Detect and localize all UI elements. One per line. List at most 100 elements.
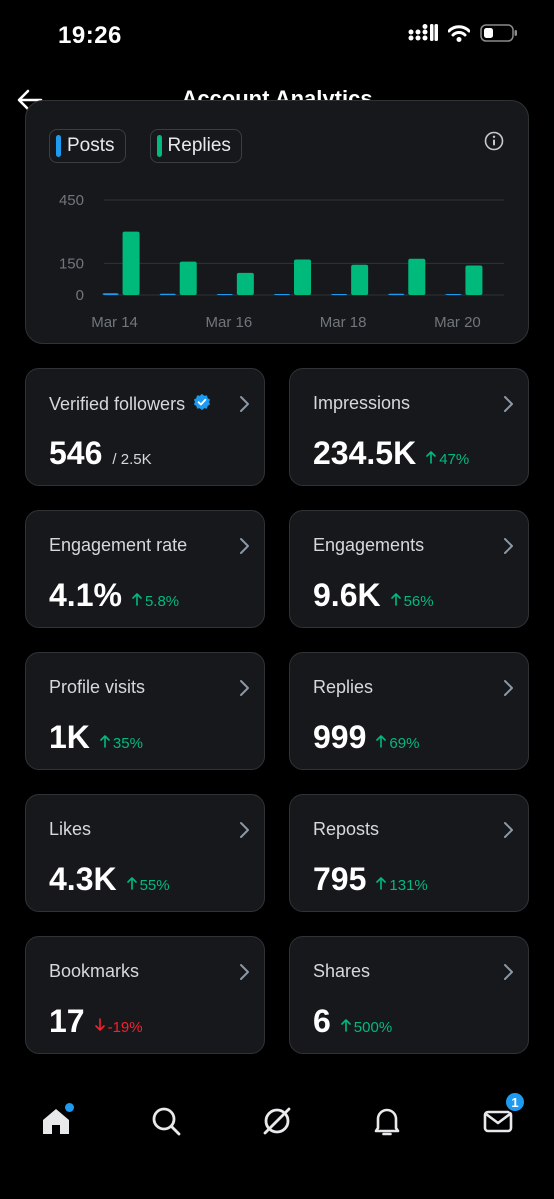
replies-bar bbox=[351, 264, 369, 295]
stat-value-row: 6 500% bbox=[313, 1003, 392, 1040]
stat-delta-text: 47% bbox=[439, 450, 470, 468]
stat-card[interactable]: Likes 4.3K 55% bbox=[25, 794, 265, 912]
stat-value: 17 bbox=[49, 1003, 85, 1039]
stat-value: 234.5K bbox=[313, 435, 417, 471]
stat-delta-text: 500% bbox=[353, 1018, 393, 1036]
status-time: 19:26 bbox=[58, 22, 122, 49]
wifi-icon bbox=[448, 24, 470, 42]
grok-icon bbox=[263, 1107, 291, 1135]
nav-home[interactable] bbox=[32, 1097, 80, 1145]
y-tick-label: 150 bbox=[59, 255, 84, 272]
legend-posts[interactable]: Posts bbox=[49, 129, 126, 163]
arrow-up-icon bbox=[426, 450, 436, 468]
replies-bar bbox=[465, 265, 483, 295]
bar-chart: 450 150 0 Mar 14 Mar 16 Mar 18 Mar 20 bbox=[59, 192, 504, 331]
stat-value: 546 bbox=[49, 435, 103, 471]
x-tick-label: Mar 20 bbox=[434, 314, 481, 331]
stat-value-row: 4.3K 55% bbox=[49, 861, 170, 898]
stat-delta: 5.8% bbox=[132, 592, 179, 610]
nav-search[interactable] bbox=[142, 1097, 190, 1145]
stat-card[interactable]: Shares 6 500% bbox=[289, 936, 529, 1054]
notifications-icon bbox=[374, 1108, 400, 1136]
stat-sub: / 2.5K bbox=[112, 451, 152, 468]
legend-replies-label: Replies bbox=[167, 135, 231, 156]
messages-badge: 1 bbox=[504, 1091, 526, 1113]
stat-label-text: Verified followers bbox=[49, 394, 186, 414]
nav-notifications[interactable] bbox=[363, 1097, 411, 1145]
stat-value: 999 bbox=[313, 719, 367, 755]
stat-value-row: 17 -19% bbox=[49, 1003, 143, 1040]
stat-card[interactable]: Replies 999 69% bbox=[289, 652, 529, 770]
arrow-down-icon bbox=[94, 1018, 105, 1036]
replies-bar bbox=[294, 259, 311, 295]
home-notification-dot bbox=[65, 1103, 74, 1112]
stat-label-text: Replies bbox=[313, 677, 374, 697]
status-bar: 19:26 bbox=[0, 0, 554, 72]
stat-value-row: 1K 35% bbox=[49, 719, 143, 756]
stat-value-row: 999 69% bbox=[313, 719, 419, 756]
stat-label: Engagements bbox=[313, 535, 424, 556]
replies-bar bbox=[236, 272, 254, 295]
stat-value-row: 4.1% 5.8% bbox=[49, 577, 179, 614]
stat-delta: 55% bbox=[126, 876, 170, 894]
chart-card: Posts Replies 450 150 0 Mar 14 Mar 16 Mar 18 M… bbox=[25, 100, 529, 344]
stat-card[interactable]: Engagement rate 4.1% 5.8% bbox=[25, 510, 265, 628]
verified-badge-icon bbox=[193, 393, 211, 416]
stat-label: Reposts bbox=[313, 819, 379, 840]
nav-grok[interactable] bbox=[253, 1097, 301, 1145]
cellular-signal-icon bbox=[408, 24, 438, 41]
stat-delta-text: 5.8% bbox=[144, 592, 180, 610]
stat-value: 4.1% bbox=[49, 577, 122, 613]
y-tick-label: 450 bbox=[59, 192, 84, 209]
stat-value: 6 bbox=[313, 1003, 331, 1039]
bottom-nav: 1 bbox=[0, 1069, 554, 1199]
stat-value-row: 234.5K 47% bbox=[313, 435, 469, 472]
stat-label: Likes bbox=[49, 819, 91, 840]
arrow-up-icon bbox=[376, 734, 387, 752]
stat-delta: 56% bbox=[390, 592, 434, 610]
stat-label-text: Likes bbox=[49, 819, 92, 839]
stat-card[interactable]: Impressions 234.5K 47% bbox=[289, 368, 529, 486]
stat-delta: 69% bbox=[376, 734, 419, 752]
stat-value: 795 bbox=[313, 861, 367, 897]
stat-delta: 500% bbox=[340, 1018, 393, 1036]
messages-icon bbox=[483, 1110, 513, 1133]
arrow-up-icon bbox=[376, 876, 387, 894]
stat-value-row: 546 / 2.5K bbox=[49, 435, 152, 472]
chart-legend: Posts Replies bbox=[49, 129, 242, 163]
chevron-right-icon bbox=[502, 679, 514, 702]
stat-card[interactable]: Verified followers 546 / 2.5K bbox=[25, 368, 265, 486]
stat-value-row: 9.6K 56% bbox=[313, 577, 434, 614]
posts-bar bbox=[216, 293, 233, 295]
replies-bar bbox=[179, 261, 197, 295]
stat-value-row: 795 131% bbox=[313, 861, 428, 898]
stat-label: Verified followers bbox=[49, 393, 211, 416]
legend-replies[interactable]: Replies bbox=[149, 129, 242, 163]
stat-label-text: Engagements bbox=[313, 535, 425, 555]
stat-card[interactable]: Profile visits 1K 35% bbox=[25, 652, 265, 770]
stat-label-text: Shares bbox=[313, 961, 371, 981]
search-icon bbox=[152, 1107, 181, 1136]
stat-card[interactable]: Bookmarks 17 -19% bbox=[25, 936, 265, 1054]
legend-posts-label: Posts bbox=[67, 135, 115, 156]
nav-messages[interactable]: 1 bbox=[474, 1091, 526, 1145]
stat-card[interactable]: Reposts 795 131% bbox=[289, 794, 529, 912]
arrow-up-icon bbox=[100, 734, 110, 752]
chevron-right-icon bbox=[238, 821, 250, 844]
posts-bar bbox=[274, 293, 290, 295]
info-icon[interactable] bbox=[484, 131, 504, 151]
stats-grid: Verified followers 546 / 2.5K Impressions 23… bbox=[25, 368, 529, 1054]
stat-card[interactable]: Engagements 9.6K 56% bbox=[289, 510, 529, 628]
chevron-right-icon bbox=[502, 963, 514, 986]
stat-delta-text: 35% bbox=[112, 734, 143, 752]
stat-label-text: Impressions bbox=[313, 393, 411, 413]
posts-bar bbox=[102, 293, 119, 295]
stat-label-text: Profile visits bbox=[49, 677, 146, 697]
battery-icon bbox=[480, 24, 517, 42]
arrow-up-icon bbox=[340, 1018, 351, 1036]
posts-bar bbox=[331, 293, 348, 295]
arrow-up-icon bbox=[126, 876, 137, 894]
stat-label: Bookmarks bbox=[49, 961, 139, 982]
stat-delta: 47% bbox=[426, 450, 469, 468]
status-icons bbox=[408, 24, 518, 42]
